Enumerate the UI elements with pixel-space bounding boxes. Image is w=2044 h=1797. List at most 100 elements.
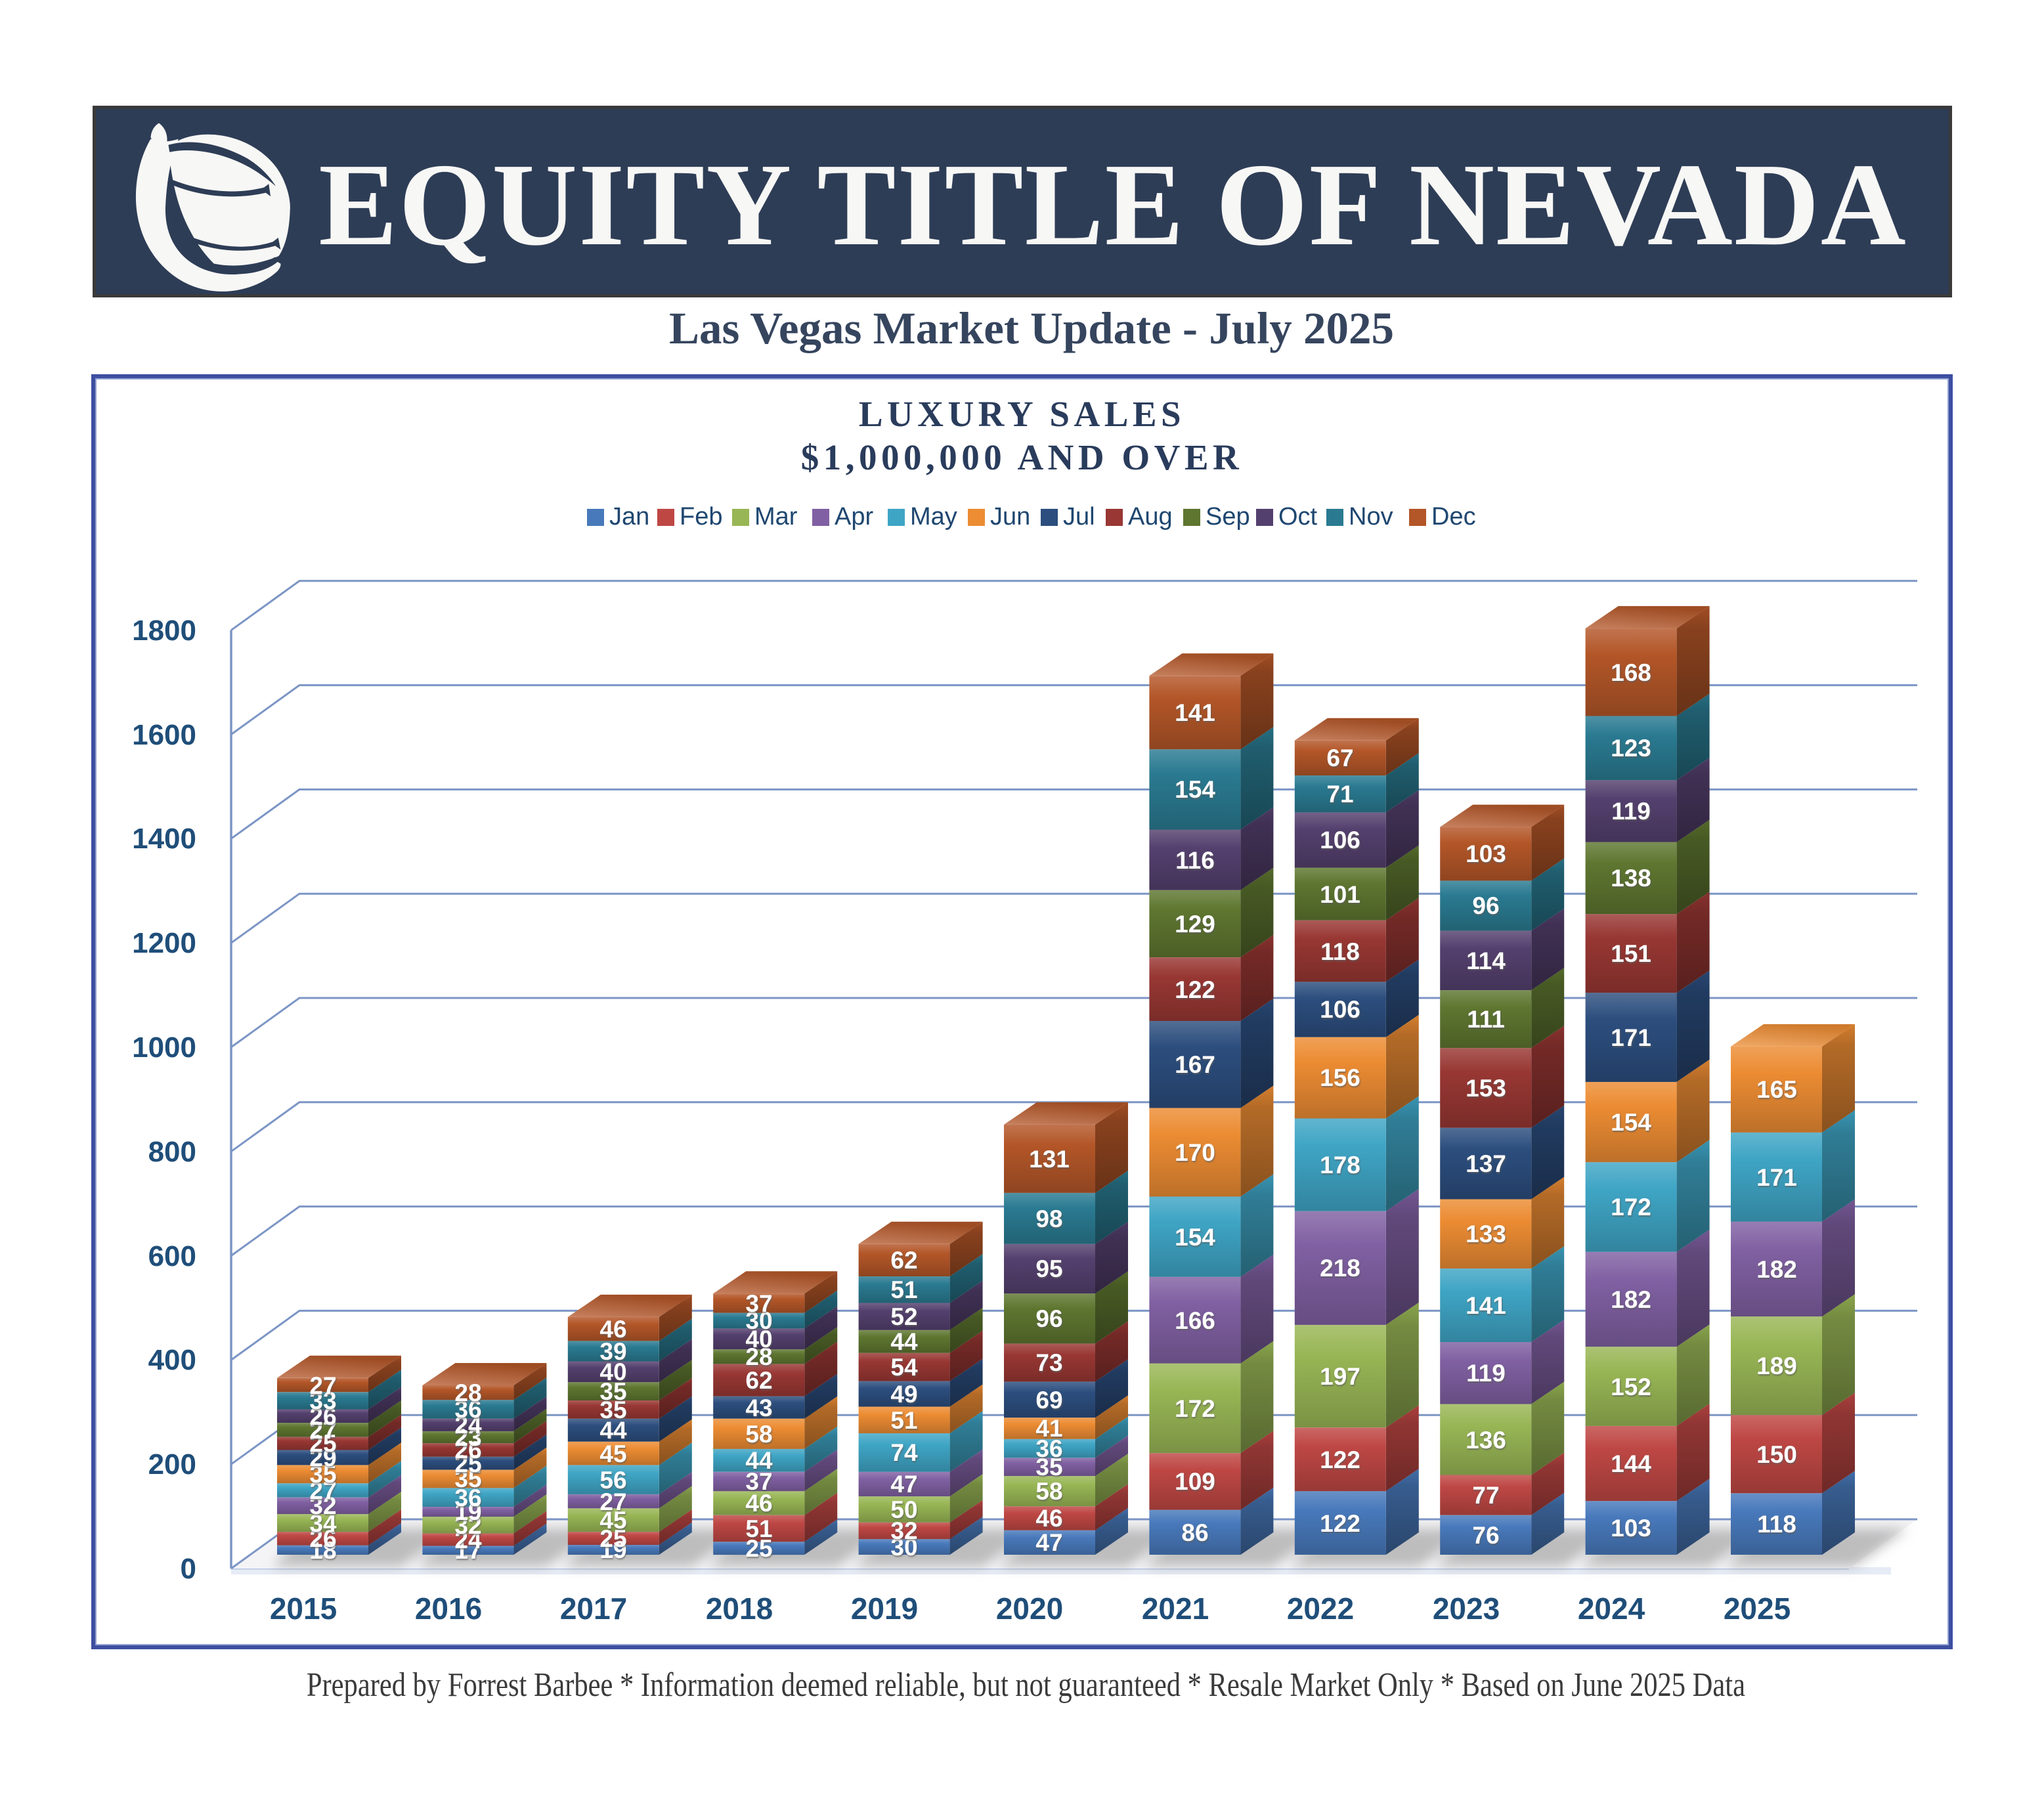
svg-text:154: 154 (1611, 1109, 1651, 1136)
svg-text:200: 200 (148, 1448, 196, 1481)
svg-text:35: 35 (599, 1378, 626, 1405)
svg-text:51: 51 (745, 1515, 772, 1542)
svg-text:98: 98 (1035, 1205, 1062, 1232)
svg-text:56: 56 (599, 1467, 626, 1494)
svg-text:46: 46 (745, 1490, 772, 1517)
svg-text:118: 118 (1320, 938, 1360, 965)
svg-text:35: 35 (454, 1465, 481, 1492)
svg-text:133: 133 (1466, 1221, 1506, 1247)
svg-text:69: 69 (1035, 1387, 1062, 1414)
svg-text:170: 170 (1175, 1139, 1215, 1166)
svg-text:152: 152 (1611, 1374, 1651, 1400)
svg-text:178: 178 (1320, 1152, 1360, 1179)
svg-text:23: 23 (454, 1424, 481, 1451)
svg-text:2025: 2025 (1724, 1591, 1791, 1626)
svg-text:77: 77 (1472, 1482, 1499, 1509)
svg-text:141: 141 (1175, 699, 1215, 726)
svg-text:43: 43 (745, 1395, 772, 1421)
svg-text:122: 122 (1320, 1510, 1360, 1537)
svg-text:39: 39 (599, 1338, 626, 1365)
svg-text:167: 167 (1175, 1051, 1215, 1078)
svg-text:73: 73 (1035, 1349, 1062, 1376)
svg-text:30: 30 (890, 1534, 917, 1561)
svg-text:2024: 2024 (1578, 1591, 1645, 1626)
svg-text:122: 122 (1175, 976, 1215, 1003)
svg-text:129: 129 (1175, 911, 1215, 938)
svg-text:54: 54 (890, 1354, 918, 1381)
svg-text:96: 96 (1472, 892, 1499, 919)
svg-text:151: 151 (1611, 940, 1651, 967)
svg-text:218: 218 (1320, 1255, 1360, 1282)
svg-text:44: 44 (599, 1417, 627, 1444)
svg-text:138: 138 (1611, 865, 1651, 892)
svg-text:27: 27 (309, 1417, 336, 1444)
svg-text:47: 47 (890, 1471, 917, 1498)
svg-text:165: 165 (1756, 1076, 1797, 1103)
svg-text:27: 27 (309, 1372, 336, 1399)
svg-text:62: 62 (745, 1367, 772, 1394)
svg-text:2015: 2015 (270, 1591, 337, 1626)
svg-text:40: 40 (599, 1358, 626, 1385)
svg-text:45: 45 (599, 1507, 626, 1534)
svg-text:36: 36 (1035, 1435, 1062, 1462)
svg-text:26: 26 (309, 1403, 336, 1430)
svg-text:800: 800 (148, 1136, 196, 1168)
svg-text:172: 172 (1611, 1194, 1651, 1221)
svg-text:153: 153 (1466, 1075, 1506, 1102)
svg-text:30: 30 (745, 1307, 772, 1334)
svg-text:67: 67 (1326, 745, 1353, 771)
svg-text:197: 197 (1320, 1363, 1360, 1390)
svg-text:44: 44 (745, 1447, 773, 1474)
svg-text:2022: 2022 (1287, 1591, 1354, 1626)
svg-text:25: 25 (454, 1450, 481, 1477)
svg-text:2016: 2016 (415, 1591, 482, 1626)
svg-text:35: 35 (1035, 1454, 1062, 1481)
svg-text:35: 35 (309, 1461, 336, 1488)
svg-text:154: 154 (1175, 1224, 1215, 1251)
svg-text:119: 119 (1611, 798, 1651, 825)
svg-text:86: 86 (1181, 1519, 1208, 1546)
svg-text:33: 33 (309, 1387, 336, 1414)
svg-text:19: 19 (599, 1536, 626, 1563)
svg-text:36: 36 (454, 1396, 481, 1423)
svg-text:29: 29 (309, 1444, 336, 1471)
svg-text:1200: 1200 (132, 927, 196, 959)
svg-text:28: 28 (745, 1343, 772, 1370)
svg-text:44: 44 (890, 1328, 918, 1355)
svg-text:27: 27 (309, 1477, 336, 1504)
svg-text:51: 51 (890, 1407, 917, 1434)
svg-text:24: 24 (454, 1412, 482, 1439)
svg-text:50: 50 (890, 1496, 917, 1523)
svg-text:182: 182 (1611, 1286, 1651, 1313)
svg-text:52: 52 (890, 1303, 917, 1330)
svg-text:137: 137 (1466, 1150, 1506, 1177)
svg-text:119: 119 (1466, 1360, 1506, 1387)
svg-text:150: 150 (1756, 1441, 1797, 1468)
svg-text:47: 47 (1035, 1529, 1062, 1556)
svg-text:0: 0 (181, 1553, 196, 1585)
svg-text:141: 141 (1466, 1292, 1506, 1319)
svg-text:2021: 2021 (1142, 1591, 1209, 1626)
svg-text:32: 32 (890, 1517, 917, 1544)
svg-text:28: 28 (454, 1379, 481, 1406)
svg-text:2019: 2019 (851, 1591, 918, 1626)
svg-text:168: 168 (1611, 659, 1651, 686)
svg-text:40: 40 (745, 1326, 772, 1353)
svg-text:189: 189 (1756, 1353, 1797, 1379)
svg-text:71: 71 (1326, 781, 1353, 808)
svg-text:25: 25 (599, 1525, 626, 1552)
svg-text:2020: 2020 (996, 1591, 1063, 1626)
svg-text:34: 34 (309, 1510, 337, 1537)
svg-text:171: 171 (1611, 1024, 1651, 1051)
svg-text:18: 18 (309, 1537, 336, 1564)
svg-text:25: 25 (745, 1535, 772, 1562)
svg-text:35: 35 (599, 1396, 626, 1423)
svg-text:1000: 1000 (132, 1031, 196, 1064)
svg-text:172: 172 (1175, 1395, 1215, 1422)
svg-text:106: 106 (1320, 827, 1360, 854)
svg-text:154: 154 (1175, 776, 1215, 803)
svg-text:41: 41 (1035, 1415, 1062, 1442)
svg-text:144: 144 (1611, 1450, 1651, 1477)
svg-text:45: 45 (599, 1440, 626, 1467)
svg-text:36: 36 (454, 1484, 481, 1511)
